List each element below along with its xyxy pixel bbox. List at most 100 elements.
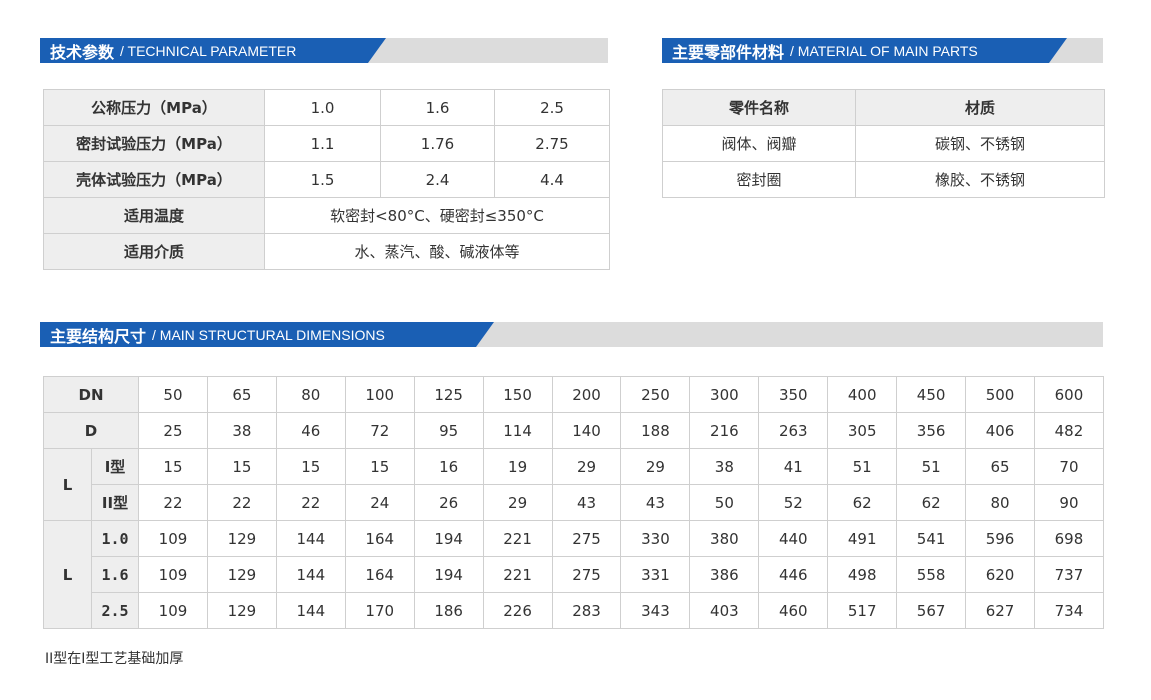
table-cell: 22 [206, 484, 277, 521]
row-label: DN [42, 376, 140, 413]
row-label: I型 [90, 448, 140, 485]
table-cell: 1.1 [264, 125, 381, 162]
table-cell: 194 [413, 520, 484, 557]
table-cell: 129 [206, 520, 277, 557]
table-cell: 460 [758, 592, 829, 629]
table-cell: 144 [275, 556, 346, 593]
table-cell: 22 [138, 484, 208, 521]
tech-title-cn: 技术参数 [50, 42, 115, 62]
table-cell: 350 [758, 376, 829, 413]
table-cell: 386 [689, 556, 760, 593]
row-label: 公称压力（MPa） [43, 89, 265, 126]
table-cell: 129 [206, 592, 277, 629]
table-cell: 46 [275, 412, 346, 449]
table-cell: 41 [758, 448, 829, 485]
row-label: L [43, 448, 92, 521]
table-cell: 188 [620, 412, 691, 449]
table-cell: 129 [206, 556, 277, 593]
table-cell: 275 [551, 556, 622, 593]
table-cell: 38 [689, 448, 760, 485]
table-cell: 51 [896, 448, 967, 485]
row-label: 材质 [855, 89, 1105, 126]
table-cell: 软密封<80°C、硬密封≤350°C [264, 197, 610, 234]
table-cell: 600 [1034, 376, 1104, 413]
table-cell: 170 [344, 592, 415, 629]
table-cell: 水、蒸汽、酸、碱液体等 [264, 233, 610, 270]
table-cell: 620 [965, 556, 1035, 593]
dims-table: DN 50 65 80 100 125 150 200 250 300 350 400 450 500 60… [42, 376, 1104, 629]
table-cell: 65 [206, 376, 277, 413]
table-cell: 阀体、阀瓣 [662, 125, 856, 162]
table-cell: 216 [689, 412, 760, 449]
row-label: 适用温度 [43, 197, 265, 234]
table-cell: 300 [689, 376, 760, 413]
table-cell: 密封圈 [662, 161, 856, 198]
table-cell: 517 [827, 592, 898, 629]
table-cell: 380 [689, 520, 760, 557]
row-label: 适用介质 [43, 233, 265, 270]
table-cell: 194 [413, 556, 484, 593]
row-label: 密封试验压力（MPa） [43, 125, 265, 162]
table-cell: 331 [620, 556, 691, 593]
table-cell: 330 [620, 520, 691, 557]
row-label: L [43, 520, 92, 629]
table-cell: 221 [482, 520, 553, 557]
table-cell: 72 [344, 412, 415, 449]
table-cell: 1.5 [264, 161, 381, 198]
table-cell: 2.5 [494, 89, 610, 126]
table-cell: 541 [896, 520, 967, 557]
table-cell: 275 [551, 520, 622, 557]
table-cell: 80 [275, 376, 346, 413]
table-cell: 450 [896, 376, 967, 413]
table-cell: 305 [827, 412, 898, 449]
table-cell: 109 [138, 592, 208, 629]
table-cell: 43 [620, 484, 691, 521]
table-cell: 38 [206, 412, 277, 449]
table-row: 密封试验压力（MPa） 1.1 1.76 2.75 [43, 125, 610, 162]
table-row: 2.5 109 129 144 170 186 226 283 343 403 460 517 567 6… [44, 592, 1104, 629]
table-cell: 25 [138, 412, 208, 449]
table-cell: 400 [827, 376, 898, 413]
table-cell: 403 [689, 592, 760, 629]
table-cell: 16 [413, 448, 484, 485]
table-row: 零件名称 材质 [662, 89, 1105, 126]
table-cell: 1.0 [264, 89, 381, 126]
table-cell: 29 [551, 448, 622, 485]
table-cell: 164 [344, 520, 415, 557]
table-cell: 1.6 [380, 89, 495, 126]
table-row: L I型 15 15 15 15 16 19 29 29 38 41 51 51 65 70 [43, 448, 1104, 521]
row-label: 零件名称 [662, 89, 856, 126]
table-cell: 62 [827, 484, 898, 521]
material-title-cn: 主要零部件材料 [672, 42, 785, 62]
material-header: 主要零部件材料 / MATERIAL OF MAIN PARTS [662, 38, 1103, 63]
table-cell: 596 [965, 520, 1035, 557]
table-cell: 498 [827, 556, 898, 593]
table-row: D 25 38 46 72 95 114 140 188 216 263 305 356 406 482 [42, 412, 1104, 449]
table-cell: 橡胶、不锈钢 [855, 161, 1105, 198]
dims-note: II型在I型工艺基础加厚 [45, 651, 184, 667]
table-cell: 221 [482, 556, 553, 593]
row-label: D [42, 412, 140, 449]
table-cell: 186 [413, 592, 484, 629]
table-cell: 100 [344, 376, 415, 413]
table-cell: 144 [275, 592, 346, 629]
table-cell: 22 [275, 484, 346, 521]
table-cell: 65 [965, 448, 1035, 485]
table-cell: 15 [344, 448, 415, 485]
table-cell: 406 [965, 412, 1035, 449]
table-cell: 43 [551, 484, 622, 521]
material-table: 零件名称 材质 阀体、阀瓣 碳钢、不锈钢 密封圈 橡胶、不锈钢 [662, 89, 1105, 198]
tech-header: 技术参数 / TECHNICAL PARAMETER [40, 38, 608, 63]
table-cell: 482 [1034, 412, 1104, 449]
table-cell: 200 [551, 376, 622, 413]
tech-title-en: / TECHNICAL PARAMETER [120, 42, 297, 59]
table-cell: 440 [758, 520, 829, 557]
table-cell: 109 [138, 520, 208, 557]
table-cell: 263 [758, 412, 829, 449]
table-cell: 29 [620, 448, 691, 485]
table-cell: 109 [138, 556, 208, 593]
table-row: 壳体试验压力（MPa） 1.5 2.4 4.4 [43, 161, 610, 198]
row-label: 壳体试验压力（MPa） [43, 161, 265, 198]
table-cell: 150 [482, 376, 553, 413]
tech-table: 公称压力（MPa） 1.0 1.6 2.5 密封试验压力（MPa） 1.1 1.76 2.75… [43, 89, 610, 270]
